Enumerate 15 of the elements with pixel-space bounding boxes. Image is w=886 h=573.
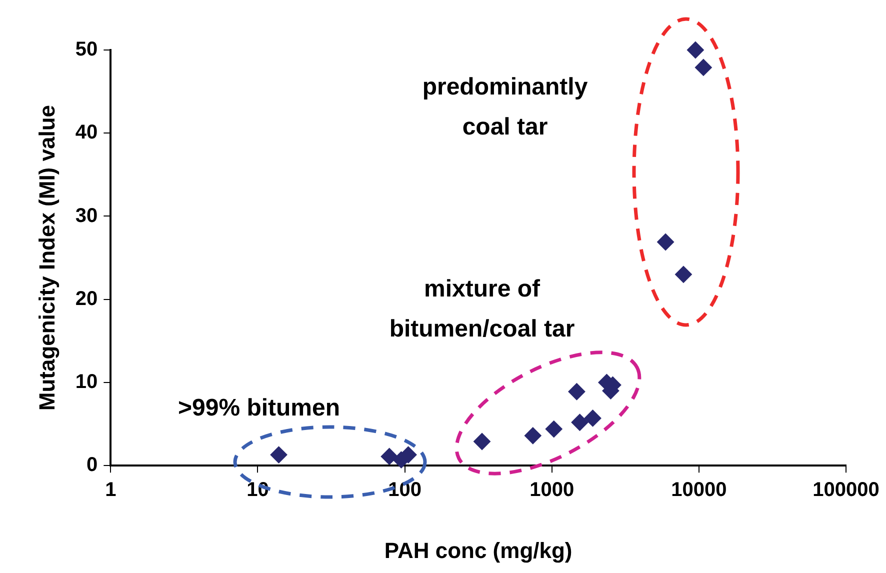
x-tick-label: 1000 <box>530 479 574 502</box>
x-axis-title: PAH conc (mg/kg) <box>384 538 572 563</box>
annotation: mixture of bitumen/coal tar <box>389 276 575 343</box>
x-tick-label: 1 <box>105 479 116 502</box>
y-axis-title: Mutagenicity Index (MI) value <box>34 104 60 411</box>
annotation: predominantly coal tar <box>422 74 588 141</box>
x-tick-label: 10000 <box>671 479 727 502</box>
y-tick-label: 30 <box>75 204 98 227</box>
x-tick-label: 100000 <box>812 479 880 502</box>
y-tick-label: 10 <box>75 370 98 393</box>
y-tick-label: 40 <box>75 122 98 144</box>
y-tick-label: 50 <box>75 38 98 61</box>
y-tick-label: 20 <box>75 288 98 310</box>
y-tick-label: 0 <box>86 454 98 476</box>
annotation: >99% bitumen <box>178 394 340 422</box>
